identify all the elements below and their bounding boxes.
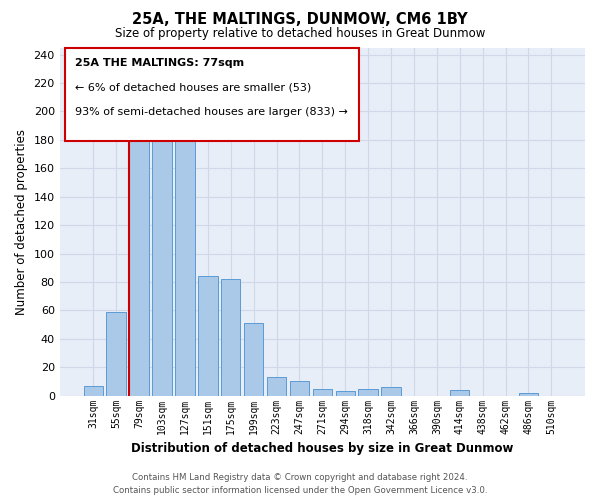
Text: 93% of semi-detached houses are larger (833) →: 93% of semi-detached houses are larger (…	[76, 106, 349, 117]
Y-axis label: Number of detached properties: Number of detached properties	[15, 128, 28, 314]
Bar	[83, 386, 103, 396]
Bar	[335, 392, 355, 396]
Bar	[130, 110, 149, 396]
Bar	[267, 377, 286, 396]
Text: Size of property relative to detached houses in Great Dunmow: Size of property relative to detached ho…	[115, 28, 485, 40]
Text: 25A, THE MALTINGS, DUNMOW, CM6 1BY: 25A, THE MALTINGS, DUNMOW, CM6 1BY	[132, 12, 468, 28]
FancyBboxPatch shape	[65, 48, 359, 142]
Bar	[175, 123, 194, 396]
Bar	[450, 390, 469, 396]
Text: ← 6% of detached houses are smaller (53): ← 6% of detached houses are smaller (53)	[76, 82, 311, 92]
X-axis label: Distribution of detached houses by size in Great Dunmow: Distribution of detached houses by size …	[131, 442, 514, 455]
Bar	[382, 387, 401, 396]
Bar	[519, 393, 538, 396]
Bar	[198, 276, 218, 396]
Bar	[313, 388, 332, 396]
Bar	[244, 323, 263, 396]
Bar	[152, 133, 172, 396]
Bar	[290, 382, 309, 396]
Text: Contains HM Land Registry data © Crown copyright and database right 2024.
Contai: Contains HM Land Registry data © Crown c…	[113, 473, 487, 495]
Bar	[106, 312, 126, 396]
Bar	[221, 279, 241, 396]
Text: 25A THE MALTINGS: 77sqm: 25A THE MALTINGS: 77sqm	[76, 58, 245, 68]
Bar	[358, 388, 378, 396]
